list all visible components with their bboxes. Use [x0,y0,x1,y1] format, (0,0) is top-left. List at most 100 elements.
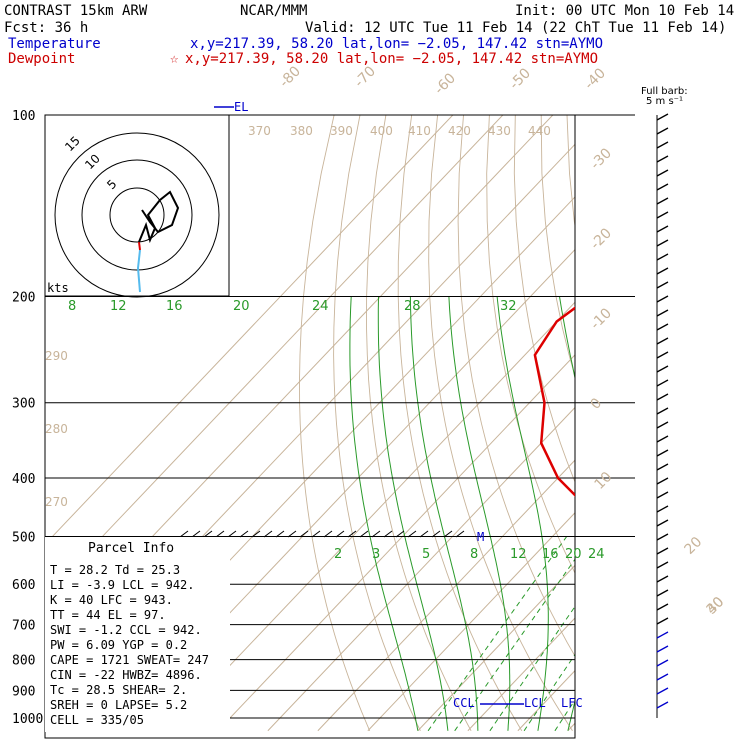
wind-barb [656,533,669,541]
mixing-ratio-label: 12 [510,547,527,562]
mixing-ratio-label: 16 [166,299,183,314]
pressure-tick-label: 500 [12,530,35,545]
grid-clipped [45,115,740,732]
theta-label: 380 [290,124,313,138]
kts-label: kts [47,281,69,295]
isotherm-line [467,617,575,732]
mixing-ratio-label: 16 [542,547,559,562]
hodograph-ring [81,159,193,271]
theta-label: 290 [45,349,68,363]
hatch-mark [215,530,225,538]
wind-barb [656,141,669,149]
wind-barb [656,659,669,667]
hatch-mark [299,530,309,538]
wind-barb [656,365,669,373]
dry-adiabat [299,115,371,731]
hatch-mark [443,530,453,538]
wind-barb [656,295,669,303]
mixing-ratio-line [611,537,735,731]
pressure-tick-label: 700 [12,619,35,634]
isotherm-line [718,115,740,731]
mixing-ratio-label: 24 [588,547,605,562]
theta-label: 420 [448,124,471,138]
dewpoint-profile [533,306,575,497]
dry-adiabat [428,115,573,732]
wind-barb [656,505,669,513]
mixing-ratio-line [596,537,721,731]
mixing-ratio-label: 28 [404,299,421,314]
dry-adiabat [722,115,740,731]
dry-adiabat [397,115,523,732]
mixing-ratio-label: 2 [334,547,342,562]
wind-barb [656,169,669,177]
dewpoint-legend: Dewpoint [8,51,75,67]
wind-barb [656,547,669,555]
theta-label: 410 [408,124,431,138]
wind-barb [656,113,669,121]
isotherm-line [217,354,575,732]
hodograph-frame [44,114,230,297]
forecast-hour: Fcst: 36 h [4,20,88,36]
hatch-mark [203,530,213,538]
theta-label: 370 [248,124,271,138]
hatch-mark [371,530,381,538]
wind-barb [656,491,669,499]
isotherm-line [417,564,575,732]
moist-adiabat [409,296,479,731]
hatch-mark [407,530,417,538]
parcel-row: Tc = 28.5 SHEAR= 2. [50,683,187,697]
wind-barb [656,645,669,653]
wind-barb [656,379,669,387]
isotherm-line [668,115,740,731]
dry-adiabat [457,115,575,658]
wind-barb [656,407,669,415]
parcel-row: CIN = -22 HWBZ= 4896. [50,668,202,682]
hatch-mark [419,530,429,538]
wind-barb [656,463,669,471]
wind-barb [656,519,669,527]
mixing-ratio-label: 8 [470,547,478,562]
moist-adiabat [598,297,658,731]
lcl-label: LCL [524,696,546,710]
isotherm-line [618,115,740,731]
hatch-mark [263,530,273,538]
hatch-mark [395,530,405,538]
star-icon: ☆ [170,51,179,67]
temperature-profile [617,115,677,718]
parcel-info-title: Parcel Info [88,541,174,556]
sounding-profiles [214,106,677,718]
hodograph-ring [109,187,165,243]
wind-barb [656,267,669,275]
hatch-mark [383,530,393,538]
moist-adiabat [559,296,575,731]
mixing-ratio-line [554,698,575,732]
pressure-tick-label: 100 [12,109,35,124]
mixing-ratio-label: 5 [422,547,430,562]
temperature-legend: Temperature [8,36,101,52]
wind-barb [656,603,669,611]
hatch-mark [275,530,285,538]
isotherm-label: 20 [682,534,706,558]
hodograph-trace-mid [138,241,141,251]
mixing-ratio-label: 32 [500,299,517,314]
barb-legend-line2: 5 m s⁻¹ [646,96,683,107]
isotherm-label: -10 [588,305,615,332]
background-grid [44,114,740,739]
dry-adiabat [486,115,575,575]
wind-barb [656,673,669,681]
barb-legend-line1: Full barb: [641,86,688,97]
wind-barb [656,589,669,597]
hatch-mark [335,530,345,538]
wind-barb [656,687,669,695]
wind-barb [656,253,669,261]
isotherm-label: 0 [588,395,606,413]
chart-title: CONTRAST 15km ARW [4,3,148,19]
model-name: NCAR/MMM [240,3,307,19]
wind-barb [656,197,669,205]
parcel-row: TT = 44 EL = 97. [50,608,166,622]
dry-adiabat [540,115,575,378]
wind-barb [656,239,669,247]
wind-barb [656,393,669,401]
